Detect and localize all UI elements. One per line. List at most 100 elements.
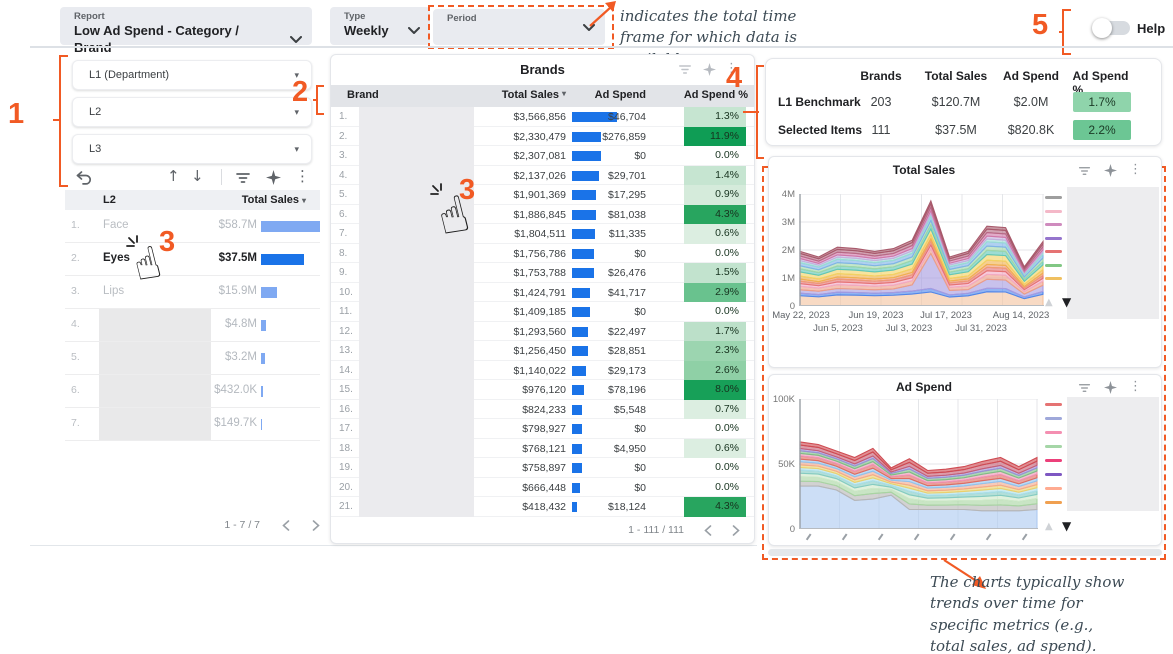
brands-table-row[interactable]: 9. $1,753,788 $26,476 1.5% <box>331 263 754 283</box>
legend-swatch[interactable] <box>1045 445 1062 448</box>
prev-page-icon[interactable] <box>282 519 290 531</box>
filter-l3[interactable]: L3 ▾ <box>72 134 312 164</box>
legend-swatch[interactable] <box>1045 277 1062 280</box>
l2-table-row[interactable]: 3. Lips $15.9M <box>65 276 320 309</box>
ad-spend-value: $0 <box>634 423 646 435</box>
legend-swatch[interactable] <box>1045 223 1062 226</box>
brands-table-row[interactable]: 14. $1,140,022 $29,173 2.6% <box>331 360 754 380</box>
legend-swatch[interactable] <box>1045 236 1062 240</box>
total-sales-area-chart[interactable] <box>799 194 1044 306</box>
col-total-sales[interactable]: Total Sales ▾ <box>501 89 566 101</box>
legend-up-icon[interactable]: ▲ <box>1045 521 1053 532</box>
l2-table-row[interactable]: 2. Eyes $37.5M <box>65 243 320 276</box>
brands-table-row[interactable]: 13. $1,256,450 $28,851 2.3% <box>331 341 754 361</box>
legend-swatch[interactable] <box>1045 473 1062 476</box>
brands-table-row[interactable]: 4. $2,137,026 $29,701 1.4% <box>331 165 754 185</box>
type-selector[interactable]: Type Weekly <box>330 7 430 45</box>
ad-spend-chart-card: Ad Spend ⋮ 100K 50K 0 ▲ ▼ <box>768 374 1162 546</box>
cross-filter-icon[interactable] <box>703 63 716 76</box>
brands-table-row[interactable]: 5. $1,901,369 $17,295 0.9% <box>331 185 754 205</box>
brands-table-row[interactable]: 12. $1,293,560 $22,497 1.7% <box>331 321 754 341</box>
legend-swatch[interactable] <box>1045 263 1062 267</box>
legend-swatch[interactable] <box>1045 487 1062 490</box>
type-label: Type <box>344 11 366 22</box>
l2-table-row[interactable]: 6. $432.0K <box>65 375 320 408</box>
filter-l1-department[interactable]: L1 (Department) ▾ <box>72 60 312 90</box>
more-vert-icon[interactable]: ⋮ <box>1129 162 1142 177</box>
filter-icon[interactable] <box>235 172 251 184</box>
l2-table-row[interactable]: 5. $3.2M <box>65 342 320 375</box>
brands-table-row[interactable]: 16. $824,233 $5,548 0.7% <box>331 399 754 419</box>
col-brand[interactable]: Brand <box>347 89 379 101</box>
brands-table-row[interactable]: 17. $798,927 $0 0.0% <box>331 419 754 439</box>
next-page-icon[interactable] <box>732 524 740 536</box>
prev-page-icon[interactable] <box>704 524 712 536</box>
brands-table-row[interactable]: 8. $1,756,786 $0 0.0% <box>331 244 754 263</box>
chart-legend[interactable] <box>1045 403 1062 504</box>
ad-spend-area-chart[interactable] <box>799 399 1038 529</box>
sales-bar <box>572 229 595 239</box>
brands-table-row[interactable]: 20. $666,448 $0 0.0% <box>331 478 754 497</box>
more-vert-icon[interactable]: ⋮ <box>725 61 738 76</box>
l2-table-row[interactable]: 1. Face $58.7M <box>65 210 320 243</box>
filter-icon[interactable] <box>678 64 692 75</box>
col-total-sales: Total Sales <box>924 69 988 83</box>
move-down-icon[interactable]: ↓ <box>191 167 204 185</box>
ad-spend-pct-cell: 8.0% <box>684 380 746 400</box>
filter-icon[interactable] <box>1078 166 1091 176</box>
x-tick: Aug 14, 2023 <box>992 310 1050 321</box>
legend-swatch[interactable] <box>1045 431 1062 434</box>
col-l2[interactable]: L2 <box>103 194 116 206</box>
brands-table-row[interactable]: 15. $976,120 $78,196 8.0% <box>331 380 754 400</box>
brands-table-row[interactable]: 1. $3,566,856 $46,704 1.3% <box>331 107 754 127</box>
legend-down-icon[interactable]: ▼ <box>1062 519 1072 533</box>
cross-filter-icon[interactable] <box>266 170 281 185</box>
filter-icon[interactable] <box>1078 383 1091 393</box>
l2-table-row[interactable]: 7. $149.7K <box>65 408 320 441</box>
chart-legend[interactable] <box>1045 196 1062 280</box>
x-tick: May 22, 2023 <box>772 310 830 321</box>
legend-swatch[interactable] <box>1045 209 1062 213</box>
col-ad-spend-pct: Ad Spend % <box>1072 69 1129 97</box>
more-vert-icon[interactable]: ⋮ <box>295 167 310 185</box>
next-page-icon[interactable] <box>312 519 320 531</box>
l2-label: Eyes <box>103 252 130 264</box>
move-up-icon[interactable]: ↑ <box>167 167 180 185</box>
ad-spend-value: $17,295 <box>608 189 646 201</box>
legend-swatch[interactable] <box>1045 196 1062 199</box>
horizontal-scrollbar[interactable] <box>768 549 1162 556</box>
col-ad-spend-pct[interactable]: Ad Spend % <box>683 89 748 101</box>
brands-table-row[interactable]: 6. $1,886,845 $81,038 4.3% <box>331 204 754 224</box>
help-toggle-knob[interactable] <box>1092 18 1112 38</box>
brands-table-row[interactable]: 10. $1,424,791 $41,717 2.9% <box>331 282 754 302</box>
legend-swatch[interactable] <box>1045 459 1062 462</box>
undo-icon[interactable] <box>75 170 93 186</box>
more-vert-icon[interactable]: ⋮ <box>1129 379 1142 394</box>
brands-table-row[interactable]: 2. $2,330,479 $276,859 11.9% <box>331 126 754 146</box>
ad-spend-value: $0 <box>634 247 646 260</box>
brands-table-row[interactable]: 11. $1,409,185 $0 0.0% <box>331 302 754 322</box>
benchmark-total-sales: $120.7M <box>931 95 981 109</box>
cross-filter-icon[interactable] <box>1104 164 1117 177</box>
brands-table-row[interactable]: 19. $758,897 $0 0.0% <box>331 458 754 478</box>
legend-up-icon[interactable]: ▲ <box>1045 297 1053 308</box>
brands-table-row[interactable]: 21. $418,432 $18,124 4.3% <box>331 497 754 517</box>
filter-l2[interactable]: L2 ▾ <box>72 97 312 127</box>
legend-swatch[interactable] <box>1045 250 1062 253</box>
col-ad-spend[interactable]: Ad Spend <box>594 89 646 101</box>
l2-table-row[interactable]: 4. $4.8M <box>65 309 320 342</box>
col-total-sales[interactable]: Total Sales ▾ <box>241 194 306 206</box>
hand-pointer-icon: ☝ <box>431 184 476 248</box>
legend-down-icon[interactable]: ▼ <box>1062 295 1072 309</box>
legend-swatch[interactable] <box>1045 501 1062 504</box>
legend-swatch[interactable] <box>1045 417 1062 420</box>
cross-filter-icon[interactable] <box>1104 381 1117 394</box>
brands-table-row[interactable]: 18. $768,121 $4,950 0.6% <box>331 438 754 458</box>
report-selector[interactable]: Report Low Ad Spend - Category / Brand <box>60 7 312 55</box>
brands-table-row[interactable]: 7. $1,804,511 $11,335 0.6% <box>331 224 754 244</box>
brands-table-row[interactable]: 3. $2,307,081 $0 0.0% <box>331 146 754 166</box>
legend-swatch[interactable] <box>1045 403 1062 406</box>
row-index: 19. <box>339 462 353 473</box>
period-selector[interactable]: Period <box>433 9 605 45</box>
ad-spend-value: $5,548 <box>613 403 646 416</box>
